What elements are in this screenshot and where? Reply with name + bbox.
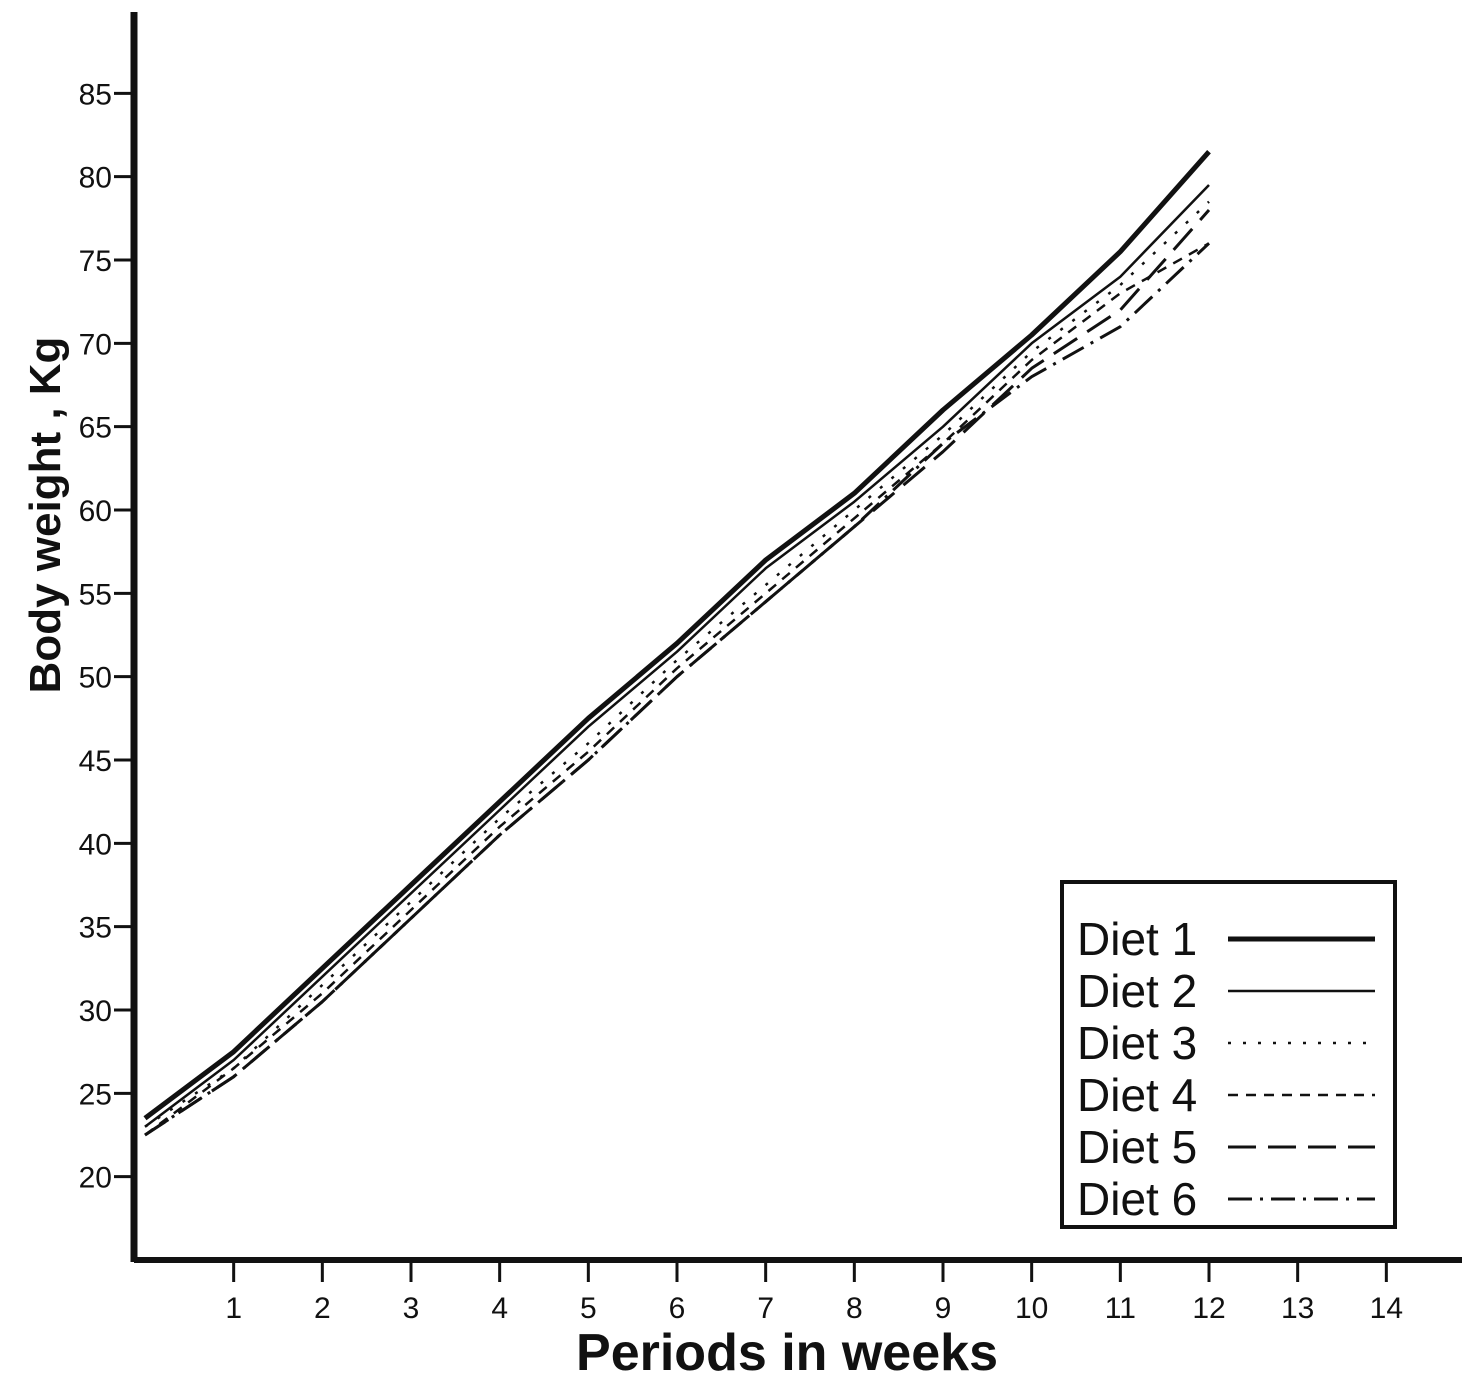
- y-tick-label: 75: [79, 245, 112, 278]
- x-tick-label: 8: [846, 1292, 863, 1325]
- x-tick-label: 10: [1015, 1292, 1048, 1325]
- y-tick-label: 60: [79, 495, 112, 528]
- x-tick-label: 13: [1281, 1292, 1314, 1325]
- x-tick-label: 1: [225, 1292, 242, 1325]
- x-tick-label: 14: [1370, 1292, 1403, 1325]
- y-tick-label: 40: [79, 828, 112, 861]
- y-tick-label: 85: [79, 78, 112, 111]
- y-ticks: 20 25 30 35 40 45 50 55 60 65 70 75 80 85: [79, 78, 134, 1195]
- x-tick-label: 7: [757, 1292, 774, 1325]
- y-tick-label: 25: [79, 1078, 112, 1111]
- legend-label-diet-1: Diet 1: [1077, 913, 1197, 965]
- legend-label-diet-6: Diet 6: [1077, 1173, 1197, 1225]
- legend-label-diet-5: Diet 5: [1077, 1121, 1197, 1173]
- series-line-diet-2: [144, 184, 1210, 1128]
- y-tick-label: 65: [79, 412, 112, 445]
- x-tick-label: 5: [580, 1292, 597, 1325]
- legend-label-diet-2: Diet 2: [1077, 965, 1197, 1017]
- x-tick-label: 4: [491, 1292, 508, 1325]
- series-line-diet-4: [144, 242, 1210, 1136]
- series-line-diet-5: [144, 209, 1211, 1137]
- series-line-diet-1: [143, 150, 1211, 1121]
- series-line-diet-6: [144, 242, 1211, 1137]
- x-axis-title: Periods in weeks: [576, 1324, 998, 1382]
- y-tick-label: 35: [79, 912, 112, 945]
- y-tick-label: 70: [79, 328, 112, 361]
- y-tick-label: 20: [79, 1162, 112, 1195]
- x-ticks: 1 2 3 4 5 6 7 8 9 10 11 12 13 14: [225, 1262, 1403, 1325]
- series-line-diet-3: [144, 200, 1210, 1128]
- legend-label-diet-4: Diet 4: [1077, 1069, 1197, 1121]
- y-tick-label: 80: [79, 162, 112, 195]
- y-tick-label: 45: [79, 745, 112, 778]
- x-tick-label: 6: [669, 1292, 686, 1325]
- legend-label-diet-3: Diet 3: [1077, 1017, 1197, 1069]
- x-tick-label: 2: [314, 1292, 331, 1325]
- y-tick-label: 50: [79, 662, 112, 695]
- x-tick-label: 11: [1105, 1292, 1136, 1325]
- x-tick-label: 12: [1192, 1292, 1225, 1325]
- y-tick-label: 30: [79, 995, 112, 1028]
- y-axis-title: Body weight , Kg: [21, 337, 70, 694]
- x-tick-label: 3: [403, 1292, 420, 1325]
- y-tick-label: 55: [79, 578, 112, 611]
- x-tick-label: 9: [935, 1292, 952, 1325]
- series-layer: [143, 150, 1211, 1137]
